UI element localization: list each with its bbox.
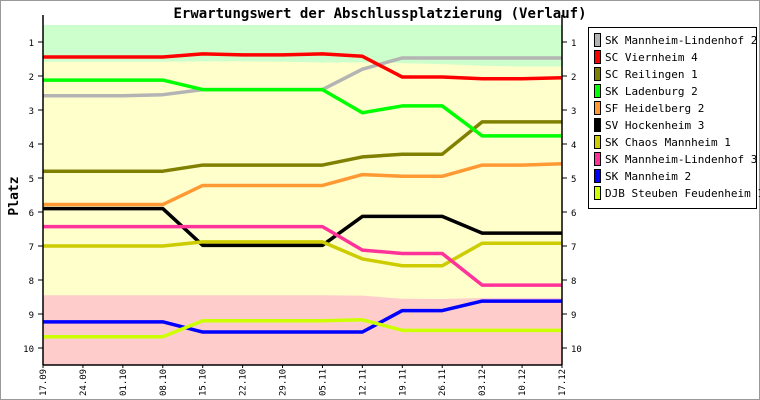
- x-tick-label: 19.11: [398, 369, 408, 396]
- x-tick-label: 29.10: [279, 369, 289, 396]
- legend-swatch: [594, 169, 601, 183]
- legend-entry: SC Reilingen 1: [605, 68, 698, 81]
- y-tick-label-right: 8: [571, 277, 576, 287]
- x-tick-label: 12.11: [358, 369, 368, 396]
- legend-entry: SF Heidelberg 2: [605, 102, 704, 115]
- y-tick-label-left: 3: [29, 107, 34, 117]
- x-tick-label: 26.11: [438, 369, 448, 396]
- series-line-10: [43, 318, 562, 339]
- legend-entry: SK Ladenburg 2: [605, 85, 698, 98]
- legend-entry: DJB Steuben Feudenheim 1: [605, 187, 760, 200]
- legend-swatch: [594, 67, 601, 81]
- x-tick-label: 22.10: [239, 369, 249, 396]
- x-tick-label: 24.09: [79, 369, 89, 396]
- x-tick-label: 15.10: [199, 369, 209, 396]
- y-tick-label-left: 4: [29, 141, 34, 151]
- x-tick-label: 03.12: [478, 369, 488, 396]
- y-tick-label-right: 10: [571, 345, 582, 355]
- y-tick-label-left: 8: [29, 277, 34, 287]
- legend-swatch: [594, 186, 601, 200]
- legend-entry: SK Chaos Mannheim 1: [605, 136, 731, 149]
- series-line-8: [43, 224, 562, 287]
- legend-swatch: [594, 152, 601, 166]
- x-tick-label: 10.12: [518, 369, 528, 396]
- legend-swatch: [594, 84, 601, 98]
- legend-swatch: [594, 50, 601, 64]
- legend-swatch: [594, 135, 601, 149]
- legend-entry: SK Mannheim 2: [605, 170, 691, 183]
- y-tick-label-right: 1: [571, 39, 576, 49]
- series-line-3: [43, 120, 562, 173]
- y-tick-label-left: 10: [23, 345, 34, 355]
- x-tick-label: 05.11: [318, 369, 328, 396]
- chart-title: Erwartungswert der Abschlussplatzierung …: [173, 6, 586, 22]
- legend-entry: SV Hockenheim 3: [605, 119, 704, 132]
- y-axis-label: Platz: [7, 176, 22, 215]
- series-line-9: [43, 299, 562, 334]
- series-line-2: [43, 52, 563, 81]
- y-tick-label-right: 3: [571, 107, 576, 117]
- series-line-4: [43, 78, 562, 138]
- legend-swatch: [594, 101, 601, 115]
- promotion-zone: [43, 25, 562, 67]
- series-line-5: [43, 161, 563, 207]
- y-tick-label-right: 5: [571, 175, 576, 185]
- y-tick-label-right: 7: [571, 243, 576, 253]
- y-tick-label-left: 1: [29, 39, 34, 49]
- y-tick-label-left: 9: [29, 311, 34, 321]
- x-tick-label: 08.10: [159, 369, 169, 396]
- x-tick-label: 01.10: [119, 369, 129, 396]
- legend-swatch: [594, 33, 601, 47]
- series-line-7: [43, 240, 562, 268]
- relegation-zone: [43, 295, 562, 365]
- y-tick-label-right: 6: [571, 209, 576, 219]
- y-tick-label-right: 9: [571, 311, 576, 321]
- legend-entry: SC Viernheim 4: [605, 51, 698, 64]
- x-tick-label: 17.12: [558, 369, 568, 396]
- legend-entry: SK Mannheim-Lindenhof 3: [605, 153, 757, 166]
- y-tick-label-left: 2: [29, 73, 34, 83]
- y-tick-label-right: 4: [571, 141, 576, 151]
- y-tick-label-left: 7: [29, 243, 34, 253]
- legend-swatch: [594, 118, 601, 132]
- legend: SK Mannheim-Lindenhof 2 SC Viernheim 4 SC …: [588, 27, 760, 209]
- legend-box: [588, 27, 757, 209]
- y-tick-label-left: 6: [29, 209, 34, 219]
- legend-entry: SK Mannheim-Lindenhof 2: [605, 34, 757, 47]
- y-tick-label-right: 2: [571, 73, 576, 83]
- series-line-6: [43, 206, 562, 248]
- x-tick-label: 17.09: [39, 369, 49, 396]
- y-tick-label-left: 5: [29, 175, 34, 185]
